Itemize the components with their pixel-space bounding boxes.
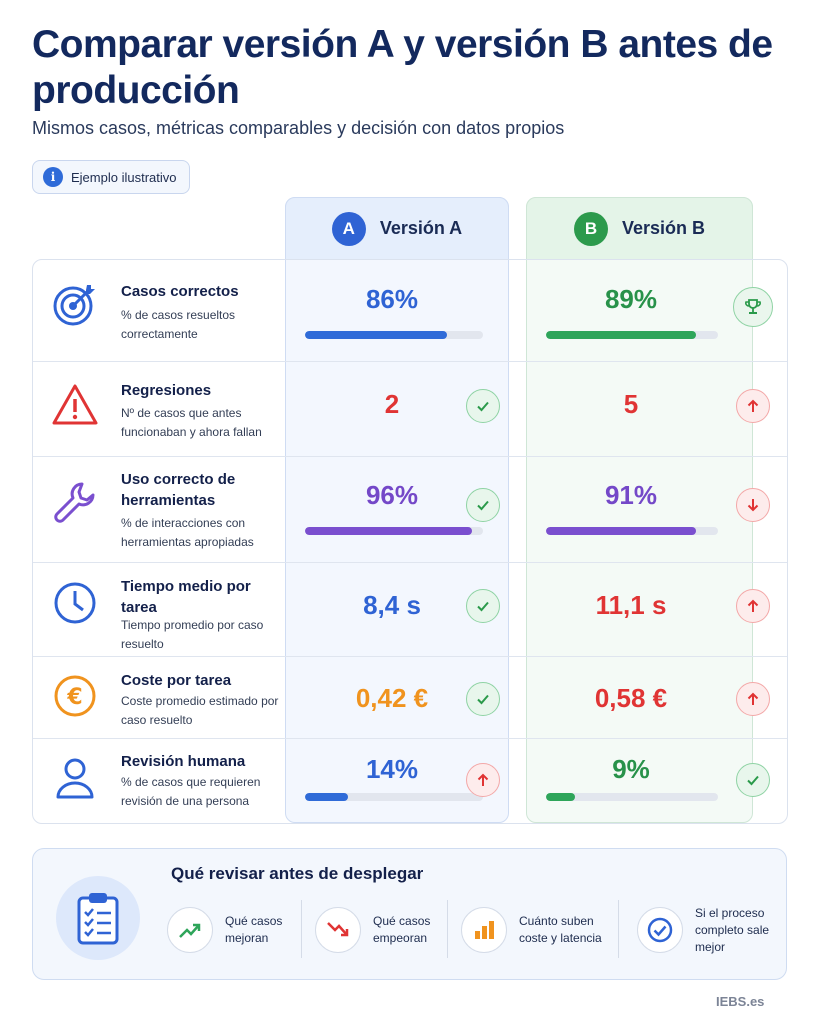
check-icon — [466, 488, 500, 522]
metric-name: Revisión humana — [121, 753, 246, 770]
metric-description: Nº de casos que antes funcionaban y ahor… — [121, 406, 262, 439]
comparison-table — [32, 259, 788, 824]
check-icon — [736, 763, 770, 797]
page-subtitle: Mismos casos, métricas comparables y dec… — [32, 118, 565, 138]
value-a: 2 — [384, 389, 400, 419]
version-b-badge: B — [573, 211, 608, 246]
row-divider — [33, 361, 787, 362]
trend-down-icon — [315, 907, 361, 953]
clipboard-icon — [56, 876, 140, 960]
badge-label: Ejemplo ilustrativo — [71, 169, 177, 185]
value-b: 9% — [612, 754, 650, 784]
trophy-icon — [733, 287, 773, 327]
value-a: 86% — [365, 284, 419, 314]
metric-name: Regresiones — [121, 382, 212, 399]
checklist-item-label: Qué casos mejoran — [225, 914, 283, 945]
metric-description: % de casos resueltos correctamente — [121, 308, 236, 341]
value-b: 91% — [604, 480, 658, 510]
brand-footer: IEBS.es — [716, 994, 765, 1009]
value-a: 96% — [365, 480, 419, 510]
column-header-a: A Versión A — [285, 197, 509, 259]
svg-text:€: € — [66, 685, 82, 710]
version-a-badge: A — [331, 211, 366, 246]
progress-bar-b — [546, 331, 718, 339]
metric-description: Coste promedio estimado por caso resuelt… — [121, 694, 279, 727]
euro-icon: € — [52, 673, 98, 719]
metric-description: % de interacciones con herramientas apro… — [121, 516, 254, 549]
info-icon: i — [43, 167, 63, 187]
page-title: Comparar versión A y versión B antes de … — [32, 23, 773, 112]
progress-bar-a — [305, 331, 483, 339]
progress-fill-b — [546, 527, 696, 535]
check-icon — [466, 389, 500, 423]
check-icon — [466, 589, 500, 623]
checklist-item: Qué casos empeoran — [315, 900, 463, 960]
check-circle-icon — [637, 907, 683, 953]
divider — [301, 900, 302, 958]
progress-bar-a — [305, 793, 483, 801]
column-header-b: B Versión B — [526, 197, 753, 259]
progress-bar-b — [546, 793, 718, 801]
checklist-item-label: Si el proceso completo sale mejor — [695, 905, 770, 954]
clock-icon — [52, 580, 98, 626]
checklist-item-label: Cuánto suben coste y latencia — [519, 914, 602, 945]
value-b: 89% — [604, 284, 658, 314]
trend-up-icon — [167, 907, 213, 953]
illustrative-badge: i Ejemplo ilustrativo — [32, 160, 190, 194]
warning-icon — [52, 382, 98, 428]
row-divider — [33, 562, 787, 563]
divider — [447, 900, 448, 958]
progress-fill-a — [305, 331, 448, 339]
progress-fill-a — [305, 527, 473, 535]
progress-fill-b — [546, 793, 576, 801]
column-label-a: Versión A — [379, 218, 463, 238]
checklist-item-label: Qué casos empeoran — [373, 914, 431, 945]
value-a: 0,42 € — [355, 683, 429, 713]
progress-bar-a — [305, 527, 483, 535]
progress-bar-b — [546, 527, 718, 535]
metric-description: Tiempo promedio por caso resuelto — [121, 618, 264, 651]
checklist-item: Si el proceso completo sale mejor — [637, 900, 785, 960]
arrow-down-icon — [736, 488, 770, 522]
progress-fill-a — [305, 793, 348, 801]
metric-description: % de casos que requieren revisión de una… — [121, 775, 261, 808]
column-b-background — [526, 197, 753, 823]
value-a: 8,4 s — [363, 590, 421, 620]
arrow-up-icon — [736, 682, 770, 716]
row-divider — [33, 738, 787, 739]
metric-name: Coste por tarea — [121, 672, 232, 689]
metric-name: Tiempo medio por tarea — [121, 578, 251, 616]
divider — [618, 900, 619, 958]
metric-name: Casos correctos — [121, 283, 239, 300]
value-a: 14% — [365, 754, 419, 784]
checklist-item: Cuánto suben coste y latencia — [461, 900, 609, 960]
bar-chart-icon — [461, 907, 507, 953]
row-divider — [33, 656, 787, 657]
value-b: 5 — [623, 389, 639, 419]
column-label-b: Versión B — [621, 218, 706, 238]
checklist-title: Qué revisar antes de desplegar — [171, 864, 424, 883]
metric-name: Uso correcto de herramientas — [121, 471, 236, 509]
row-divider — [33, 456, 787, 457]
wrench-icon — [52, 480, 98, 526]
arrow-up-icon — [736, 389, 770, 423]
value-b: 11,1 s — [595, 590, 667, 620]
arrow-up-icon — [736, 589, 770, 623]
progress-fill-b — [546, 331, 696, 339]
checklist-item: Qué casos mejoran — [167, 900, 315, 960]
value-b: 0,58 € — [594, 683, 668, 713]
person-icon — [52, 755, 98, 801]
arrow-up-icon — [466, 763, 500, 797]
target-icon — [52, 281, 98, 327]
check-icon — [466, 682, 500, 716]
